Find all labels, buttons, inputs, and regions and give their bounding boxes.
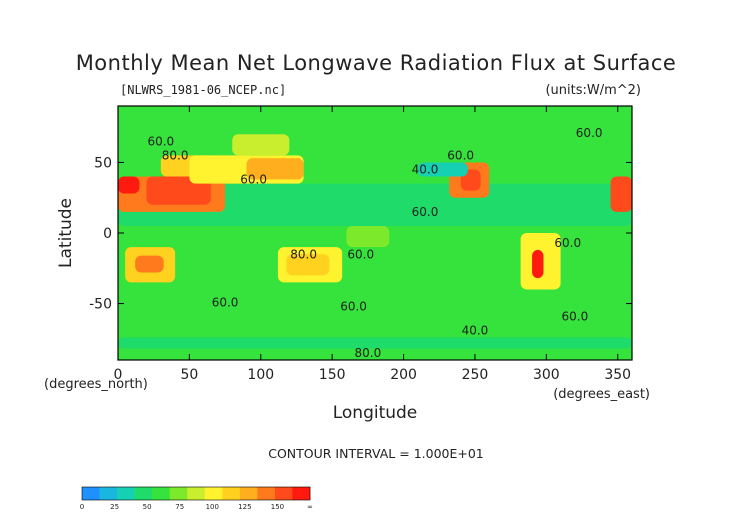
field-region-10	[118, 176, 140, 194]
y-axis-unit: (degrees_north)	[44, 377, 148, 392]
contour-label-4: 60.0	[447, 149, 474, 163]
colorbar	[81, 486, 311, 501]
colorbar-tick-label-6: 150	[271, 503, 284, 511]
contour-label-9: 60.0	[212, 295, 239, 309]
file-label: [NLWRS_1981-06_NCEP.nc]	[120, 83, 286, 97]
contour-label-7: 60.0	[347, 247, 374, 261]
field-region-5	[118, 261, 632, 318]
field-region-13	[246, 158, 304, 180]
colorbar-swatch-3	[134, 487, 153, 500]
y-tick-label-1: 0	[103, 226, 112, 242]
contour-label-3: 40.0	[412, 163, 439, 177]
units-label: (units:W/m^2)	[545, 83, 641, 98]
field-region-26	[118, 337, 632, 349]
field-region-14	[232, 134, 290, 156]
colorbar-ticks: 0 25 50 75 100 125 150 ∞	[80, 503, 313, 511]
x-tick-label-3: 150	[319, 367, 346, 383]
colorbar-tick-label-0: 0	[80, 503, 84, 511]
colorbar-swatch-6	[187, 487, 206, 500]
field-region-3	[118, 183, 632, 226]
contour-interval: CONTOUR INTERVAL = 1.000E+01	[268, 446, 484, 461]
x-tick-label-1: 50	[180, 367, 198, 383]
x-tick-label-2: 100	[247, 367, 274, 383]
contour-label-8: 60.0	[340, 300, 367, 314]
field-region-17	[610, 176, 632, 212]
contour-labels: 60.080.060.040.060.060.080.0 60.060.060.0…	[147, 126, 602, 360]
colorbar-tick-label-2: 50	[143, 503, 152, 511]
colorbar-swatch-0	[82, 487, 100, 500]
field-region-21	[286, 254, 330, 276]
field-region-9	[146, 176, 211, 205]
colorbar-swatch-5	[169, 487, 188, 500]
colorbar-tick-label-5: 125	[238, 503, 251, 511]
y-tick-label-2: 50	[94, 155, 112, 171]
contour-label-5: 60.0	[412, 205, 439, 219]
colorbar-tick-label-1: 25	[110, 503, 119, 511]
x-axis-ticks: 0 50 100 150 200 250 300 350	[114, 106, 631, 383]
x-tick-label-7: 350	[604, 367, 631, 383]
field-region-1	[118, 127, 632, 149]
contour-label-6: 80.0	[290, 247, 317, 261]
x-tick-label-6: 300	[533, 367, 560, 383]
x-tick-label-5: 250	[462, 367, 489, 383]
contour-label-0: 60.0	[147, 135, 174, 149]
contour-label-12: 60.0	[562, 309, 589, 323]
field-region-0	[118, 106, 632, 128]
chart-title: Monthly Mean Net Longwave Radiation Flux…	[76, 51, 677, 75]
colorbar-swatch-11	[274, 487, 293, 500]
x-axis-unit: (degrees_east)	[553, 387, 650, 402]
field-region-6	[118, 317, 632, 339]
colorbar-tick-label-3: 75	[175, 503, 184, 511]
field-region-19	[135, 255, 164, 273]
contour-label-13: 60.0	[576, 126, 603, 140]
contour-label-14: 80.0	[355, 346, 382, 360]
colorbar-swatch-9	[239, 487, 258, 500]
colorbar-tick-label-4: 100	[206, 503, 219, 511]
y-axis-ticks: -50 0 50	[89, 155, 632, 313]
colorbar-tick-label-7: ∞	[307, 503, 313, 511]
colorbar-swatch-4	[152, 487, 170, 500]
contour-label-10: 60.0	[554, 236, 581, 250]
colorbar-swatch-7	[204, 487, 223, 500]
contour-label-1: 80.0	[162, 149, 189, 163]
y-tick-label-0: -50	[89, 297, 112, 313]
contour-label-11: 40.0	[462, 324, 489, 338]
field-region-24	[417, 162, 468, 177]
field-region-25	[346, 225, 390, 248]
colorbar-swatch-8	[222, 487, 241, 500]
contour-label-2: 60.0	[240, 173, 267, 187]
y-axis-label: Latitude	[56, 198, 76, 268]
x-axis-label: Longitude	[333, 403, 418, 423]
field-region-23	[532, 249, 544, 279]
x-tick-label-4: 200	[390, 367, 417, 383]
colorbar-swatch-1	[99, 487, 118, 500]
colorbar-swatch-12	[292, 487, 311, 500]
colorbar-swatch-10	[257, 487, 276, 500]
colorbar-swatch-2	[117, 487, 135, 500]
plot-area	[118, 106, 632, 360]
colorbar-frame	[81, 486, 311, 501]
x-tick-label-0: 0	[114, 367, 123, 383]
